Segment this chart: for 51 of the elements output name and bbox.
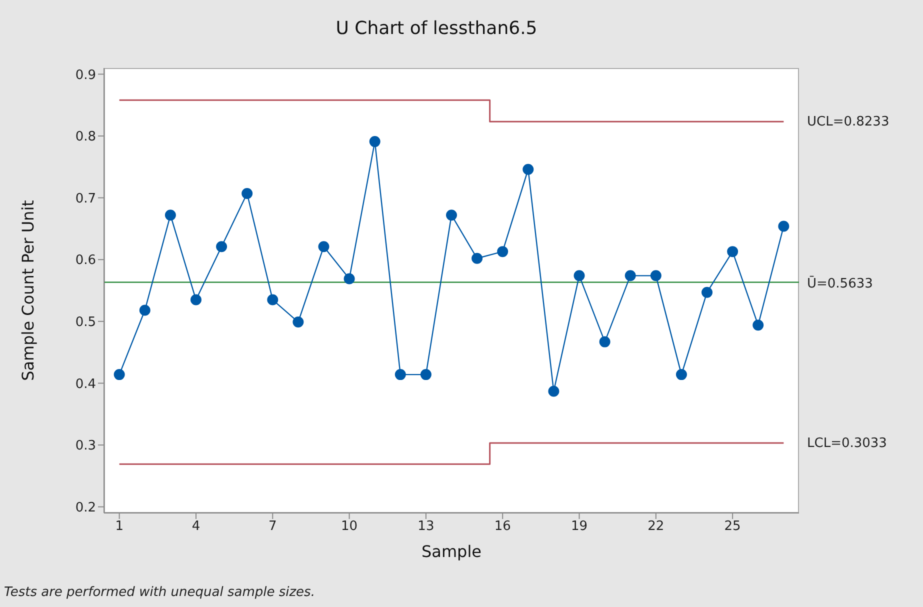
y-tick-label: 0.2 bbox=[75, 500, 96, 516]
point bbox=[676, 369, 687, 380]
point bbox=[292, 316, 304, 328]
y-tick-label: 0.6 bbox=[75, 253, 96, 268]
point bbox=[702, 286, 713, 298]
point bbox=[242, 188, 253, 199]
x-tick-label: 19 bbox=[570, 519, 588, 534]
x-tick-label: 22 bbox=[648, 519, 664, 534]
point bbox=[446, 210, 457, 221]
point bbox=[369, 136, 380, 148]
series-label: LCL=0.3033 bbox=[807, 436, 887, 451]
point bbox=[472, 252, 483, 264]
y-tick-label: 0.4 bbox=[75, 376, 96, 392]
point bbox=[139, 304, 150, 316]
text: Tests are performed with unequal sample sizes. bbox=[4, 585, 315, 600]
chart-title: U Chart of lessthan6.5 bbox=[334, 18, 538, 39]
point bbox=[599, 336, 610, 348]
point bbox=[267, 294, 278, 306]
point bbox=[574, 270, 585, 282]
point bbox=[394, 369, 406, 380]
y-tick-label: 0.8 bbox=[75, 130, 96, 145]
x-tick-label: 25 bbox=[724, 519, 741, 534]
x-tick-label: 4 bbox=[192, 519, 200, 534]
x-tick-label: 16 bbox=[494, 519, 511, 534]
point bbox=[190, 294, 202, 306]
point bbox=[548, 386, 560, 397]
point bbox=[344, 273, 355, 284]
ref-line-label: Ū=0.5633 bbox=[807, 275, 873, 292]
point bbox=[650, 270, 662, 282]
x-tick-label: 13 bbox=[418, 519, 434, 534]
point bbox=[727, 246, 738, 258]
point bbox=[497, 246, 508, 258]
point bbox=[318, 241, 330, 252]
x-axis-title: Sample bbox=[422, 542, 482, 561]
point bbox=[778, 220, 790, 232]
y-tick-label: 0.9 bbox=[75, 68, 96, 83]
point bbox=[624, 270, 636, 282]
x-tick-label: 10 bbox=[341, 519, 358, 534]
y-tick-label: 0.5 bbox=[75, 315, 96, 330]
point bbox=[114, 369, 125, 380]
y-tick-label: 0.7 bbox=[75, 191, 96, 206]
point bbox=[752, 320, 764, 331]
x-tick-label: 7 bbox=[268, 519, 277, 534]
point bbox=[216, 241, 228, 252]
y-tick-label: 0.3 bbox=[75, 438, 96, 454]
x-tick-label: 1 bbox=[115, 519, 124, 534]
point bbox=[522, 164, 534, 175]
y-axis-title: Sample Count Per Unit bbox=[18, 200, 38, 381]
series-label: UCL=0.8233 bbox=[807, 114, 890, 130]
point bbox=[164, 210, 176, 221]
point bbox=[420, 369, 432, 380]
